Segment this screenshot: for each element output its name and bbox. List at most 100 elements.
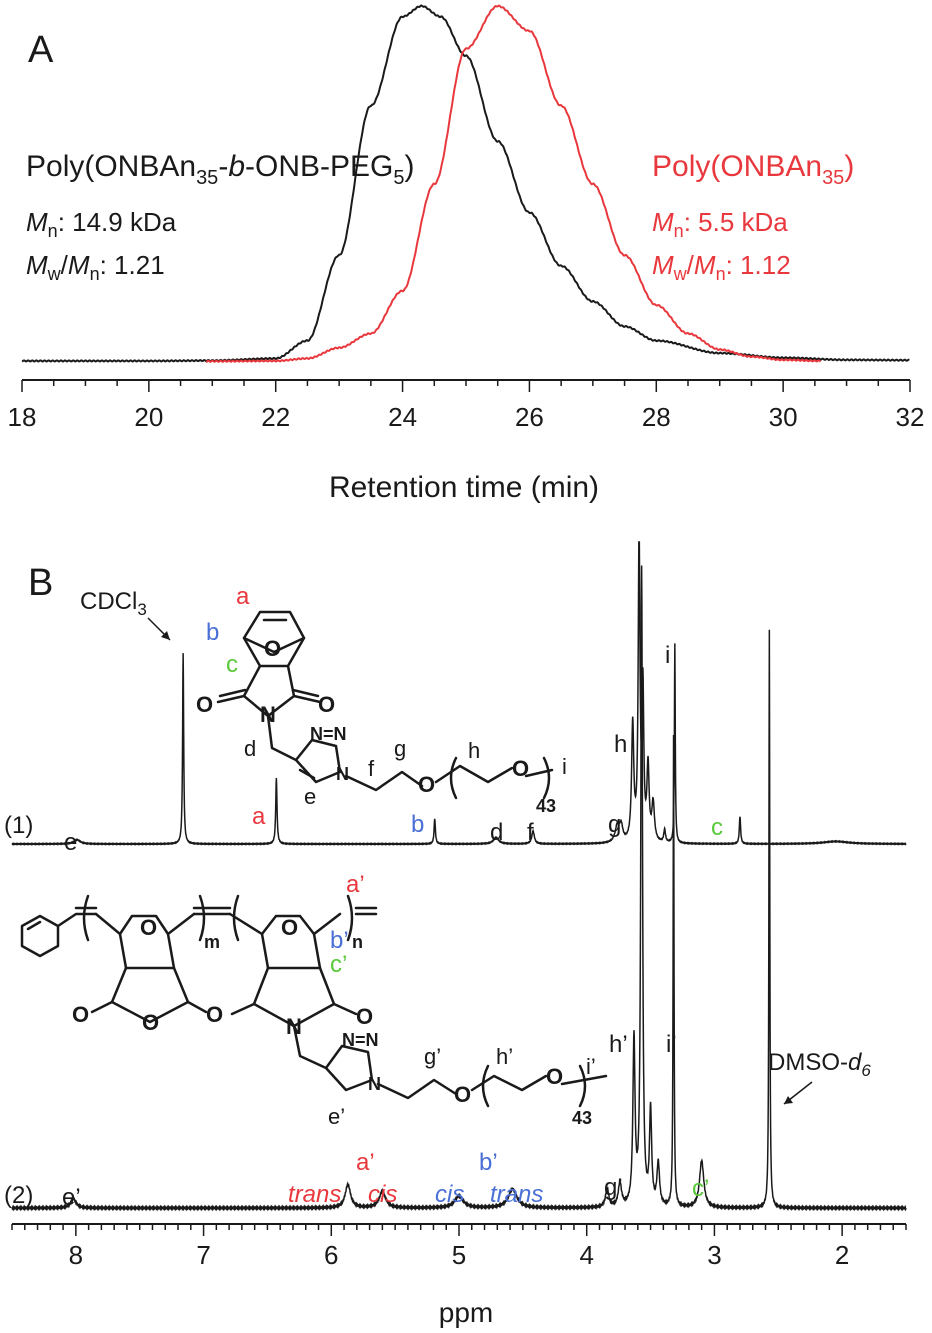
dmso-label: DMSO-d6: [768, 1049, 871, 1080]
anh-o-left: O: [72, 1002, 89, 1027]
imide-n-2: N: [286, 1014, 302, 1039]
peak-label-cis-blue: cis: [435, 1181, 464, 1208]
struct-label-g: g: [394, 736, 406, 761]
peg-o-1: O: [418, 772, 435, 797]
struct2-label-g: g’: [424, 1044, 441, 1069]
peak-label-b: b: [411, 811, 424, 838]
thf-ring-m: [118, 932, 176, 970]
peak-label-d: d: [490, 819, 503, 846]
backbone-n: [228, 912, 342, 936]
triazole-ring-2: [324, 1044, 374, 1092]
peg-o-2: O: [512, 756, 529, 781]
spectrum-2-label: (2): [4, 1182, 33, 1209]
gpc-tick-label-18: 18: [8, 402, 37, 432]
cdcl3-label: CDCl3: [80, 588, 147, 619]
imide-o-right: O: [356, 1004, 373, 1029]
anhydride-ring: [110, 966, 190, 1024]
nmr-spectrum-2-line: [11, 565, 907, 1212]
gpc-black-mn: Mn: 14.9 kDa: [26, 207, 177, 241]
bracket-m-right: [198, 894, 206, 942]
vinyl-end: [56, 912, 98, 928]
carbonyl-right: [292, 694, 322, 704]
nmr-tick-label-5: 5: [452, 1240, 466, 1270]
imide-co-left: [230, 1002, 256, 1016]
triazole-double: [298, 768, 316, 780]
struct2-label-c: c’: [330, 951, 347, 978]
peak-label-e2: e’: [62, 1184, 81, 1211]
struct-label-a: a: [236, 583, 250, 610]
peg-repeat-2: [470, 1074, 548, 1092]
gpc-tick-label-20: 20: [134, 402, 163, 432]
imide-co-right: [332, 1002, 358, 1016]
dmso-arrowhead: [784, 1096, 793, 1104]
peg-chain-start: [344, 770, 424, 792]
peg-repeat-count: 43: [536, 796, 556, 816]
nmr-tick-label-2: 2: [835, 1240, 849, 1270]
carbonyl-left: [216, 694, 246, 704]
terminal-double: [354, 906, 378, 916]
gpc-black-pdi: Mw/Mn: 1.21: [26, 250, 165, 284]
gpc-series-red-line: [205, 4, 822, 363]
struct2-label-e: e’: [328, 1104, 345, 1129]
bracket-left-2: [481, 1064, 490, 1108]
imide-n-label: N: [260, 702, 276, 727]
peak-label-a2: a’: [356, 1149, 375, 1176]
subscript-n: n: [352, 932, 363, 952]
triazole-n-top: N=N: [342, 1030, 379, 1050]
nmr-tick-label-6: 6: [324, 1240, 338, 1270]
nmr-tick-label-4: 4: [579, 1240, 593, 1270]
bracket-left: [449, 756, 458, 800]
struct-label-i: i: [562, 754, 567, 779]
struct-label-h: h: [468, 738, 480, 763]
bracket-m-left: [82, 894, 90, 942]
panel-b-label: B: [28, 562, 53, 604]
anh-o-right: O: [206, 1002, 223, 1027]
thf-o-n: O: [281, 915, 298, 940]
gpc-tick-label-30: 30: [769, 402, 798, 432]
gpc-red-title: Poly(ONBAn35): [652, 150, 854, 189]
peak-label-i2: i’: [666, 1031, 677, 1058]
methyl-end: [524, 768, 554, 778]
peak-label-g: g: [608, 811, 621, 838]
peak-label-i: i: [665, 642, 670, 669]
struct-label-c: c: [226, 651, 238, 678]
peak-label-cis-red: cis: [368, 1181, 397, 1208]
gpc-tick-label-24: 24: [388, 402, 417, 432]
cc-double-link: [192, 906, 232, 916]
copolymer-structure: [20, 894, 608, 1108]
struct-label-f: f: [368, 756, 375, 781]
bridge-oxygen-label: O: [264, 636, 281, 661]
methyl-end-2: [560, 1074, 608, 1086]
struct2-label-h: h’: [496, 1044, 513, 1069]
methylene-linker: [266, 714, 298, 762]
gpc-tick-label-22: 22: [261, 402, 290, 432]
peak-label-trans-red: trans: [288, 1181, 341, 1208]
triazole-n2: N: [336, 764, 349, 784]
peak-label-h2: h’: [609, 1031, 628, 1058]
triazole-ring: [294, 738, 342, 784]
gpc-x-axis-label: Retention time (min): [329, 471, 599, 504]
bracket-n-left: [232, 894, 240, 942]
carbonyl-o-right: O: [318, 692, 335, 717]
peak-label-trans-blue: trans: [490, 1181, 543, 1208]
spectrum-1-peak-labels: e a b d f g h i c: [64, 642, 723, 856]
copolymer-atom-labels: O O O O m O O N n N=N N O O 43 a’ b’ c’ …: [72, 871, 596, 1129]
gpc-tick-label-28: 28: [642, 402, 671, 432]
gpc-series-black-line: [21, 4, 910, 363]
peak-label-c: c: [711, 814, 723, 841]
nmr-x-axis: 8 7 6 5 4 3 2: [11, 1223, 907, 1270]
nmr-tick-label-8: 8: [69, 1240, 83, 1270]
gpc-red-mn: Mn: 5.5 kDa: [652, 207, 788, 241]
gpc-tick-label-32: 32: [896, 402, 925, 432]
nmr-spectrum-1-line: [11, 541, 907, 846]
nmr-tick-label-7: 7: [196, 1240, 210, 1270]
anh-o-bridge: O: [142, 1010, 159, 1035]
phenyl-db: [26, 920, 42, 931]
peak-label-g2: g’: [604, 1174, 623, 1201]
nmr-tick-label-3: 3: [707, 1240, 721, 1270]
gpc-red-pdi: Mw/Mn: 1.12: [652, 250, 791, 284]
panel-a: A 18 20 22 24 26 28 30 32 Retention time (min) …: [8, 4, 925, 504]
peak-label-b2: b’: [479, 1149, 498, 1176]
